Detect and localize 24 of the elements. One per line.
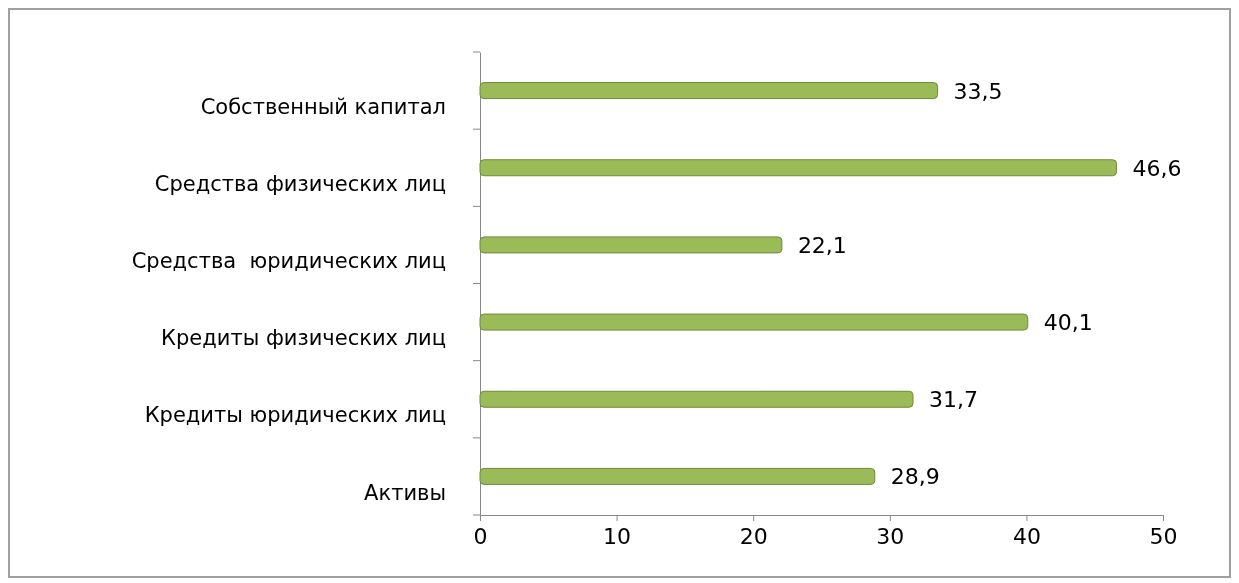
data-label: 28,9 [890,464,940,490]
y-tick-label: Активы [364,480,446,505]
bar [479,390,914,408]
data-label: 22,1 [797,232,847,258]
bar [479,236,783,254]
y-tick-label: Кредиты юридических лиц [144,403,446,428]
y-tick-label: Средства физических лиц [154,171,446,196]
x-tick-label: 0 [473,523,488,549]
y-tick-label: Средства юридических лиц [131,249,446,274]
data-label: 31,7 [929,387,979,413]
y-tick-label: Кредиты физических лиц [161,326,446,351]
data-label: 40,1 [1043,310,1093,336]
bar [479,313,1029,331]
x-tick-label: 30 [876,523,905,549]
data-label: 46,6 [1132,155,1182,181]
bar [479,159,1118,177]
x-tick-label: 50 [1149,523,1178,549]
data-label: 33,5 [953,78,1003,104]
x-tick-label: 40 [1012,523,1041,549]
bar [479,82,939,100]
y-tick-label: Собственный капитал [200,94,446,119]
bar [479,467,876,485]
x-tick-label: 10 [603,523,632,549]
x-tick-label: 20 [739,523,768,549]
